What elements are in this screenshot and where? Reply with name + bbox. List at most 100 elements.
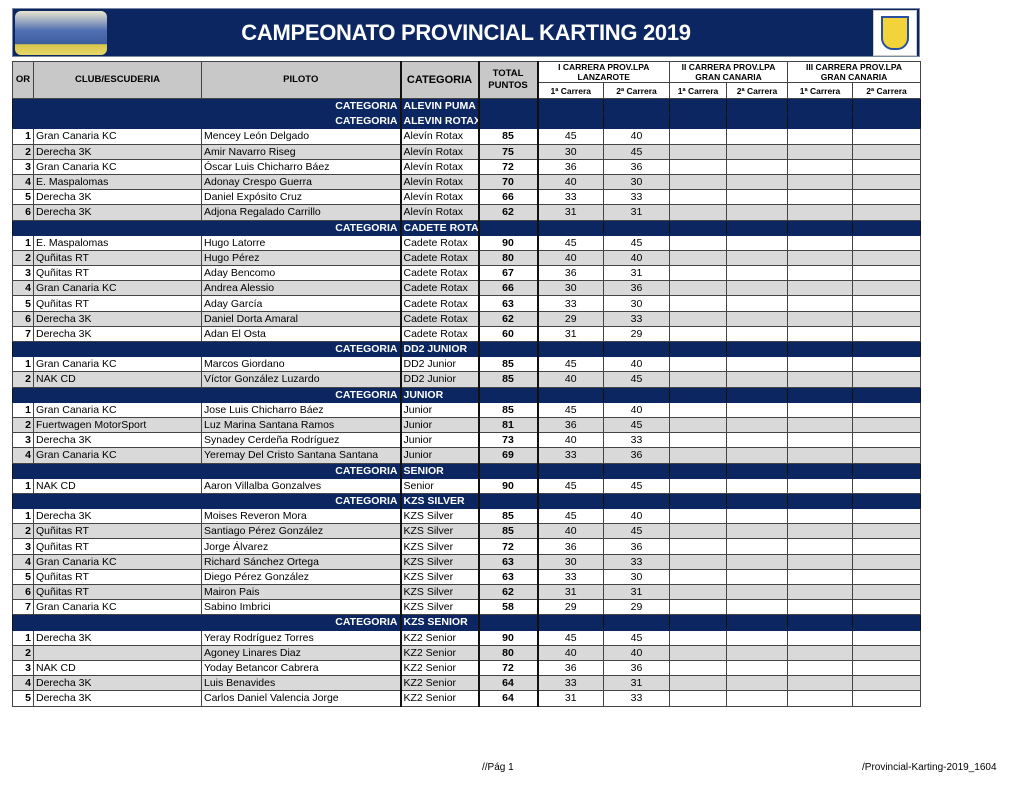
driver-cell: Adan El Osta: [201, 325, 401, 343]
table-row: 1 Derecha 3K Moises Reveron Mora KZS Silver…: [12, 508, 922, 525]
race-cell: [852, 675, 922, 692]
standings-table: OR CLUB/ESCUDERIA PILOTO CATEGORIA TOTAL…: [12, 60, 922, 707]
race-cell: [852, 583, 922, 601]
race-cell: [852, 599, 922, 616]
race-cell: [669, 553, 727, 570]
club-cell: Derecha 3K: [33, 432, 202, 449]
race-cell: [725, 189, 789, 206]
race-cell: [669, 583, 727, 601]
driver-cell: Daniel Expósito Cruz: [201, 189, 401, 206]
total-points-cell: 70: [477, 173, 539, 191]
race-cell: [852, 189, 922, 206]
club-cell: Quñitas RT: [33, 583, 202, 601]
table-row: 1 NAK CD Aaron Villalba Gonzalves Senior 90 4…: [12, 477, 922, 494]
race-1-1-cell: 31: [537, 690, 604, 707]
race-cell: [787, 340, 854, 358]
club-cell: NAK CD: [33, 371, 202, 388]
race-cell: [669, 508, 727, 525]
race-cell: [852, 644, 922, 661]
category-cell: Alevín Rotax: [399, 173, 479, 191]
race-1-1-cell: 31: [537, 325, 604, 343]
race-cell: [537, 386, 604, 403]
club-cell: Derecha 3K: [33, 189, 202, 206]
driver-cell: Hugo Latorre: [201, 234, 401, 251]
driver-cell: Aaron Villalba Gonzalves: [201, 477, 401, 494]
total-cell: [477, 97, 539, 115]
race-cell: [669, 143, 727, 160]
total-points-cell: 90: [477, 477, 539, 494]
category-cell: Alevín Rotax: [399, 204, 479, 221]
category-cell: Cadete Rotax: [399, 234, 479, 251]
race-1-1-cell: 36: [537, 265, 604, 282]
club-cell: Gran Canaria KC: [33, 599, 202, 616]
category-name: DD2 JUNIOR: [399, 340, 479, 358]
race-cell: [669, 629, 727, 646]
table-row: 1 Gran Canaria KC Jose Luis Chicharro Báez…: [12, 401, 922, 418]
category-cell: KZS Silver: [399, 583, 479, 601]
position-cell: 2: [12, 143, 34, 160]
race-cell: [725, 492, 789, 510]
table-row: 1 E. Maspalomas Hugo Latorre Cadete Rotax 90…: [12, 234, 922, 251]
club-cell: Gran Canaria KC: [33, 447, 202, 464]
race-cell: [787, 356, 854, 373]
race-cell: [852, 280, 922, 297]
category-cell: Junior: [399, 447, 479, 464]
club-cell: Quñitas RT: [33, 265, 202, 282]
race-cell: [669, 265, 727, 282]
table-row: 1 Gran Canaria KC Marcos Giordano DD2 Junio…: [12, 356, 922, 373]
page-number: //Pág 1: [482, 762, 514, 773]
race-cell: [787, 295, 854, 312]
club-cell: Derecha 3K: [33, 204, 202, 221]
race-cell: [852, 386, 922, 403]
total-points-cell: 85: [477, 356, 539, 373]
race-1-1-cell: 36: [537, 659, 604, 677]
race-cell: [725, 477, 789, 494]
driver-cell: Sabino Imbrici: [201, 599, 401, 616]
driver-cell: Víctor González Luzardo: [201, 371, 401, 388]
race-cell: [537, 492, 604, 510]
category-cell: KZ2 Senior: [399, 675, 479, 692]
table-row: 2 Derecha 3K Amir Navarro Riseg Alevín Rota…: [12, 143, 922, 160]
race-name: II CARRERA PROV.LPA: [681, 62, 776, 73]
category-cell: KZS Silver: [399, 599, 479, 616]
race-cell: [669, 386, 727, 403]
race-cell: [852, 265, 922, 282]
race-cell: [787, 690, 854, 707]
category-name: KZS SENIOR: [399, 614, 479, 631]
category-cell: KZS Silver: [399, 568, 479, 586]
race-cell: [669, 356, 727, 373]
category-label: CATEGORIA: [12, 340, 401, 358]
category-cell: KZ2 Senior: [399, 644, 479, 661]
race-1-1-cell: 45: [537, 356, 604, 373]
race-cell: [787, 492, 854, 510]
race-cell: [725, 295, 789, 312]
category-cell: KZS Silver: [399, 538, 479, 555]
race-cell: [669, 128, 727, 145]
position-cell: 3: [12, 432, 34, 449]
table-row: 3 Gran Canaria KC Óscar Luis Chicharro Báe…: [12, 158, 922, 175]
race-cell: [852, 219, 922, 236]
driver-cell: Marcos Giordano: [201, 356, 401, 373]
race-cell: [725, 401, 789, 418]
race-1-2-cell: 33: [603, 690, 670, 707]
category-cell: Junior: [399, 401, 479, 418]
position-cell: 2: [12, 416, 34, 434]
race-cell: [725, 583, 789, 601]
race-1-2-cell: 45: [603, 523, 670, 540]
race-cell: [669, 432, 727, 449]
race-cell: [787, 189, 854, 206]
category-cell: Cadete Rotax: [399, 295, 479, 312]
total-points-cell: 80: [477, 249, 539, 267]
race-1-1-cell: 45: [537, 629, 604, 646]
club-cell: Derecha 3K: [33, 508, 202, 525]
driver-cell: Mairon Pais: [201, 583, 401, 601]
table-row: 2 Quñitas RT Hugo Pérez Cadete Rotax 80 40 40: [12, 249, 922, 267]
table-row: 1 Derecha 3K Yeray Rodríguez Torres KZ2 Sen…: [12, 629, 922, 646]
race-cell: [852, 356, 922, 373]
race-cell: [852, 128, 922, 145]
race-cell: [603, 614, 670, 631]
position-cell: 5: [12, 568, 34, 586]
table-row: 6 Derecha 3K Daniel Dorta Amaral Cadete Rot…: [12, 310, 922, 327]
total-points-cell: 63: [477, 553, 539, 570]
race-cell: [725, 568, 789, 586]
